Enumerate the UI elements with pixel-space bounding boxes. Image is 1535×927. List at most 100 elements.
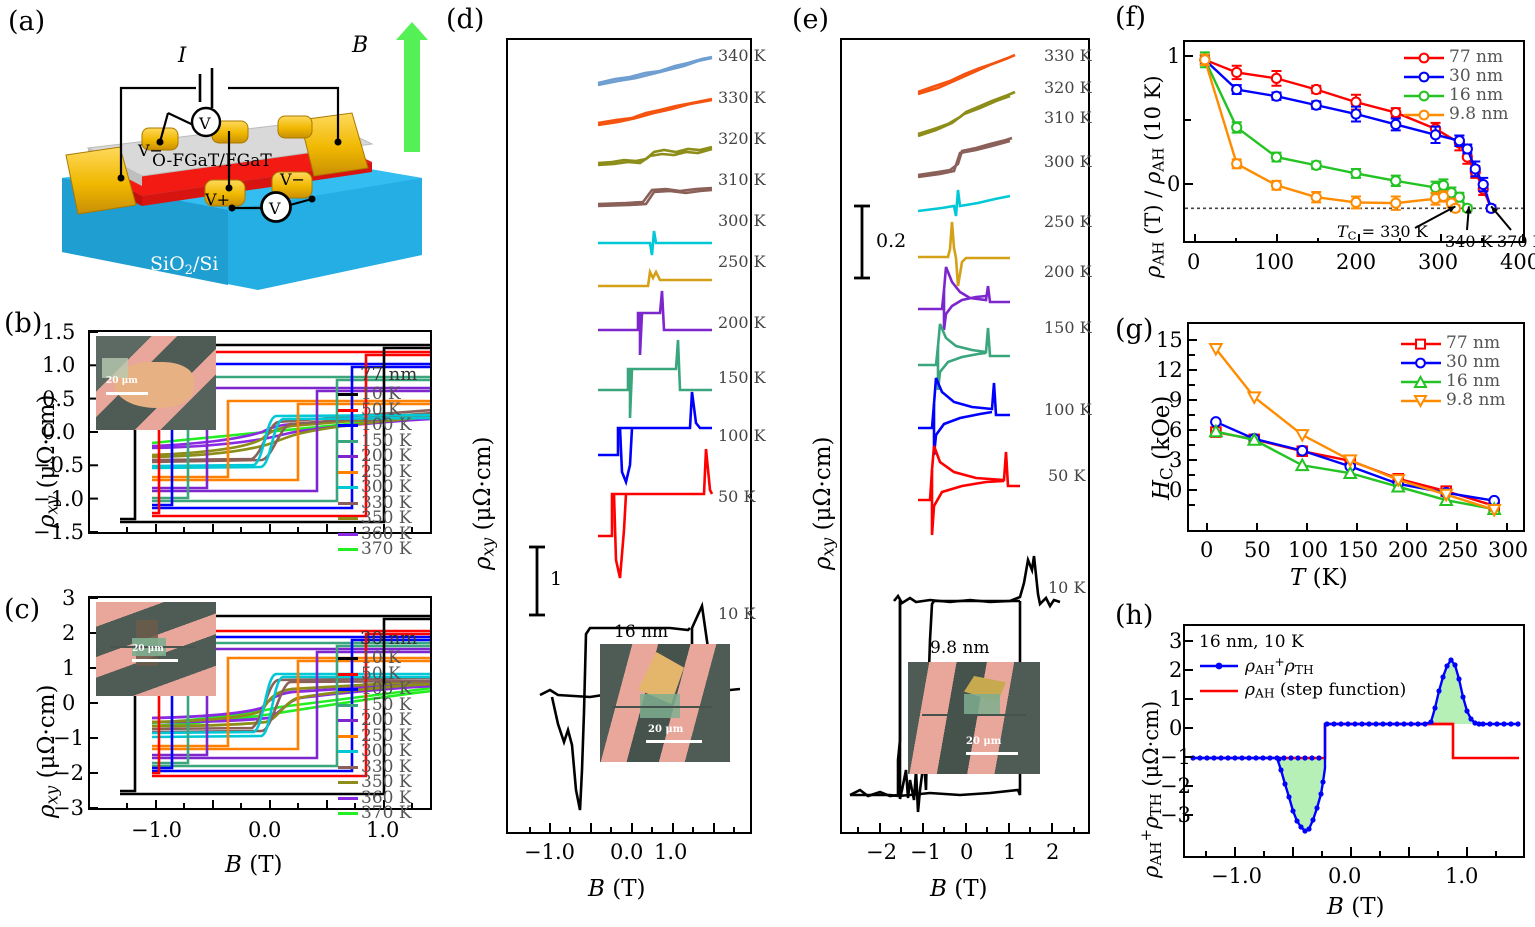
legend-marker	[1401, 374, 1441, 388]
panel-d-scalebar-label: 1	[550, 568, 563, 590]
panel-e-curve-label-100K: 100 K	[1044, 400, 1092, 419]
data-point	[1199, 54, 1211, 66]
legend-item[interactable]: 330 K	[338, 494, 417, 512]
panel-c-inset-image: 20 μm	[96, 602, 216, 696]
panel-d-canvas	[529, 55, 741, 832]
legend-item[interactable]: 350 K	[338, 510, 417, 527]
data-point	[1486, 503, 1502, 518]
panel-b-curves	[120, 343, 430, 524]
legend-item[interactable]: 50 K	[338, 665, 417, 683]
panel-b-ytick-1: 1.0	[42, 353, 76, 377]
legend-marker	[1401, 394, 1441, 408]
legend-item[interactable]: 77 nm	[1400, 334, 1506, 353]
legend-item[interactable]: 77 nm	[1403, 48, 1509, 67]
current-label: I	[177, 43, 187, 67]
legend-label: 77 nm	[1446, 333, 1501, 353]
legend-label: 77 nm	[1449, 47, 1504, 67]
panel-e-canvas	[849, 53, 1075, 832]
legend-item[interactable]: 200 K	[338, 712, 417, 729]
panel-d-label: (d)	[446, 4, 485, 35]
data-point	[1310, 99, 1322, 111]
data-point	[1401, 721, 1407, 727]
panel-h-legend-item-measured: ρAH+ρTH	[1199, 655, 1406, 677]
panel-g-label: (g)	[1115, 314, 1154, 345]
material-label: O-FGaT/FGaT	[152, 151, 272, 171]
legend-item[interactable]: 16 nm	[1403, 86, 1509, 105]
voltmeter-top: V	[190, 106, 222, 138]
data-point	[1432, 705, 1438, 711]
legend-item[interactable]: 150 K	[338, 696, 417, 714]
legend-item[interactable]: 350 K	[338, 774, 417, 791]
data-point	[1342, 465, 1358, 479]
legend-item[interactable]: 16 nm	[1400, 372, 1506, 391]
legend-item[interactable]: 50 K	[338, 401, 417, 419]
panel-e-curve-label-250K: 250 K	[1044, 212, 1092, 231]
panel-h-ytick-4: −1	[1160, 745, 1191, 769]
legend-item[interactable]: 200 K	[338, 448, 417, 465]
data-point	[1318, 791, 1324, 797]
legend-item[interactable]: 9.8 nm	[1403, 105, 1509, 124]
panel-g-ytick-3: 6	[1169, 418, 1183, 442]
device-schematic: SiO2/Si O-FGaT/FGaT	[62, 22, 428, 290]
data-point	[1270, 90, 1283, 102]
legend-item[interactable]: 9.8 nm	[1400, 391, 1506, 410]
panel-b-thickness: 77 nm	[360, 364, 418, 385]
legend-item[interactable]: 100 K	[338, 417, 417, 434]
legend-item[interactable]: 30 nm	[1403, 67, 1509, 86]
panel-h-canvas	[1185, 640, 1521, 856]
panel-e-curve-label-320K: 320 K	[1044, 78, 1092, 97]
legend-item[interactable]: 250 K	[338, 727, 417, 745]
panel-e-xticks	[857, 823, 1075, 832]
panel-b-ytick-4: −0.5	[33, 453, 84, 477]
panel-e-curve-label-310K: 310 K	[1044, 108, 1092, 127]
panel-e-curve-label-10K: 10 K	[1048, 578, 1086, 597]
legend-item[interactable]: 360 K	[338, 789, 417, 807]
legend-item[interactable]: 300 K	[338, 479, 417, 496]
legend-item[interactable]: 10 K	[338, 650, 417, 667]
panel-e-curve-label-330K: 330 K	[1044, 46, 1092, 65]
legend-marker	[1404, 52, 1444, 63]
data-point	[1278, 767, 1284, 773]
legend-color-swatch	[338, 424, 358, 428]
panel-c-xtick-1: 0.0	[248, 818, 282, 842]
legend-item[interactable]: 360 K	[338, 523, 417, 544]
panel-e-scalebar-label: 0.2	[876, 230, 907, 252]
legend-label: 16 nm	[1449, 85, 1504, 105]
legend-item[interactable]: 370 K	[338, 805, 417, 822]
legend-label: 250 K	[361, 461, 412, 482]
legend-label: 9.8 nm	[1449, 104, 1509, 124]
legend-item[interactable]: 330 K	[338, 758, 417, 776]
panel-e-curves	[849, 53, 1061, 813]
panel-g-xtick-6: 300	[1488, 538, 1529, 562]
legend-marker	[1401, 338, 1441, 350]
legend-item[interactable]: 300 K	[338, 743, 417, 760]
legend-item[interactable]: 10 K	[338, 386, 417, 403]
panel-g-canvas	[1189, 339, 1508, 532]
data-point	[1452, 662, 1458, 668]
data-point	[1302, 828, 1308, 834]
panel-c-xlabel: B (T)	[225, 852, 283, 878]
data-point	[1246, 391, 1262, 406]
legend-label: 360 K	[361, 523, 412, 544]
panel-h-data-points	[1190, 657, 1521, 834]
legend-item[interactable]: 370 K	[338, 541, 417, 558]
data-point	[1310, 191, 1322, 203]
data-point	[1342, 454, 1358, 469]
data-point	[1468, 716, 1474, 722]
panel-g-xtick-1: 50	[1244, 538, 1271, 562]
data-point	[1352, 721, 1358, 727]
panel-f-annotation-340K: 340 K	[1445, 232, 1493, 251]
panel-c-ytick-6: −3	[53, 796, 84, 820]
panel-f-annotation-370K: 370 K	[1497, 232, 1535, 251]
legend-item[interactable]: 150 K	[338, 432, 417, 450]
data-point	[1298, 824, 1304, 830]
panel-g-xtick-3: 150	[1338, 538, 1379, 562]
panel-f-xtick-3: 300	[1418, 250, 1459, 274]
legend-item[interactable]: 250 K	[338, 461, 417, 482]
legend-item[interactable]: 30 nm	[1400, 353, 1506, 372]
data-point	[1456, 676, 1462, 682]
data-point	[1296, 444, 1309, 457]
panel-e-curve-label-150K: 150 K	[1044, 318, 1092, 337]
legend-color-swatch	[338, 672, 358, 676]
legend-item[interactable]: 100 K	[338, 681, 417, 698]
